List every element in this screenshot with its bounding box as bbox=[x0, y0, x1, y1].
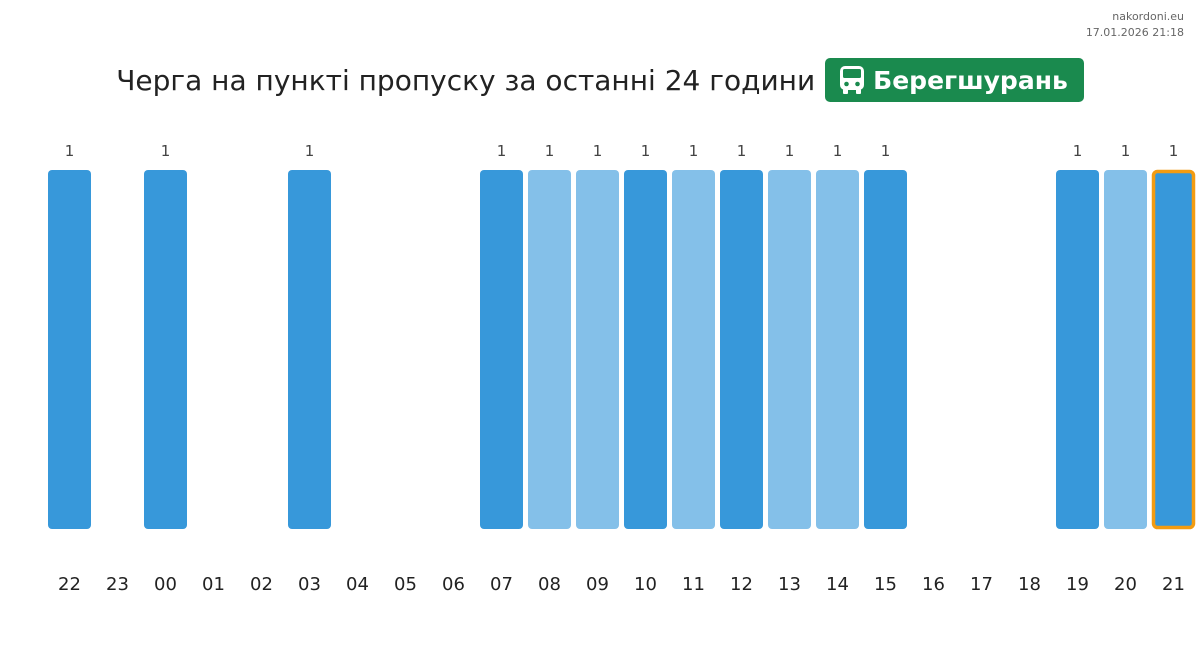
x-tick-label-19: 19 bbox=[1066, 574, 1089, 595]
x-tick-label-23: 23 bbox=[106, 574, 129, 595]
x-tick-label-11: 11 bbox=[682, 574, 705, 595]
bar-20 bbox=[1104, 170, 1147, 529]
x-tick-label-17: 17 bbox=[970, 574, 993, 595]
data-label-22: 1 bbox=[65, 142, 75, 160]
x-tick-label-15: 15 bbox=[874, 574, 897, 595]
bar-14 bbox=[816, 170, 859, 529]
data-label-19: 1 bbox=[1073, 142, 1083, 160]
data-label-21: 1 bbox=[1169, 142, 1179, 160]
bus-icon bbox=[840, 66, 865, 94]
bar-12 bbox=[720, 170, 763, 529]
x-tick-label-01: 01 bbox=[202, 574, 225, 595]
data-label-15: 1 bbox=[881, 142, 891, 160]
bar-10 bbox=[624, 170, 667, 529]
data-label-11: 1 bbox=[689, 142, 699, 160]
data-label-07: 1 bbox=[497, 142, 507, 160]
chart-title: Черга на пункті пропуску за останні 24 г… bbox=[116, 63, 816, 97]
bar-08 bbox=[528, 170, 571, 529]
x-tick-label-07: 07 bbox=[490, 574, 513, 595]
data-label-20: 1 bbox=[1121, 142, 1131, 160]
x-tick-label-12: 12 bbox=[730, 574, 753, 595]
data-label-10: 1 bbox=[641, 142, 651, 160]
x-tick-label-09: 09 bbox=[586, 574, 609, 595]
data-label-03: 1 bbox=[305, 142, 315, 160]
bar-19 bbox=[1056, 170, 1099, 529]
data-label-09: 1 bbox=[593, 142, 603, 160]
x-tick-label-14: 14 bbox=[826, 574, 849, 595]
meta-info: nakordoni.eu 17.01.2026 21:18 bbox=[1086, 9, 1184, 41]
x-tick-label-10: 10 bbox=[634, 574, 657, 595]
site-name: nakordoni.eu bbox=[1112, 10, 1184, 23]
data-label-08: 1 bbox=[545, 142, 555, 160]
data-label-12: 1 bbox=[737, 142, 747, 160]
x-tick-label-22: 22 bbox=[58, 574, 81, 595]
title-row: Черга на пункті пропуску за останні 24 г… bbox=[0, 58, 1200, 102]
x-tick-label-03: 03 bbox=[298, 574, 321, 595]
x-tick-label-08: 08 bbox=[538, 574, 561, 595]
timestamp: 17.01.2026 21:18 bbox=[1085, 26, 1184, 39]
x-tick-label-20: 20 bbox=[1114, 574, 1137, 595]
x-tick-label-06: 06 bbox=[442, 574, 465, 595]
bar-22 bbox=[48, 170, 91, 529]
bar-15 bbox=[864, 170, 907, 529]
bar-13 bbox=[768, 170, 811, 529]
bar-21 bbox=[1151, 169, 1196, 530]
data-label-14: 1 bbox=[833, 142, 843, 160]
data-label-00: 1 bbox=[161, 142, 171, 160]
x-tick-label-05: 05 bbox=[394, 574, 417, 595]
bar-00 bbox=[144, 170, 187, 529]
bar-03 bbox=[288, 170, 331, 529]
bar-11 bbox=[672, 170, 715, 529]
x-tick-label-13: 13 bbox=[778, 574, 801, 595]
bar-07 bbox=[480, 170, 523, 529]
x-tick-label-04: 04 bbox=[346, 574, 369, 595]
x-tick-label-21: 21 bbox=[1162, 574, 1185, 595]
x-tick-label-00: 00 bbox=[154, 574, 177, 595]
x-tick-label-02: 02 bbox=[250, 574, 273, 595]
x-tick-label-16: 16 bbox=[922, 574, 945, 595]
checkpoint-badge: Берегшурань bbox=[825, 58, 1084, 102]
x-tick-label-18: 18 bbox=[1018, 574, 1041, 595]
checkpoint-name: Берегшурань bbox=[873, 65, 1068, 95]
bar-09 bbox=[576, 170, 619, 529]
data-label-13: 1 bbox=[785, 142, 795, 160]
